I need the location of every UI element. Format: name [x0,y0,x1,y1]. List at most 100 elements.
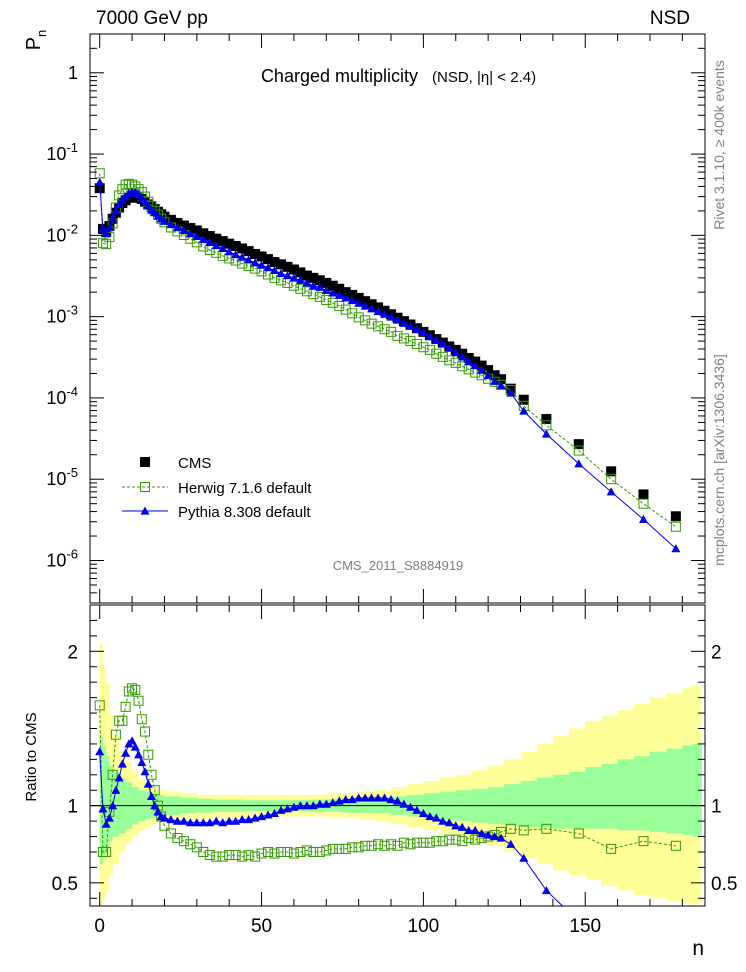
ratio-plot-panel: 0.5 0.5 1 1 2 2 0 50 100 150 Ratio to CMS n [23,604,737,960]
ratio-point-1-12 [134,750,144,759]
ratio-point-1-0 [95,747,105,756]
data-point-1-42 [301,286,312,297]
data-point-2-63 [438,339,448,348]
data-point-0-76 [573,439,584,450]
data-point-2-79 [671,544,681,553]
data-point-1-44 [314,291,325,302]
ratio-point-1-69 [477,828,487,838]
ratio-point-0-56 [392,840,403,851]
data-point-0-48 [340,287,351,298]
data-point-0-46 [327,280,338,291]
data-point-1-36 [263,269,274,280]
data-point-2-61 [425,331,435,341]
data-point-1-66 [457,361,468,372]
data-point-1-0 [94,168,105,179]
ratio-point-0-59 [411,837,422,848]
ratio-point-1-73 [506,839,516,848]
ratio-point-1-2 [101,819,111,828]
data-point-1-65 [450,357,461,368]
data-point-2-67 [464,357,474,366]
data-point-0-70 [483,365,494,376]
ratio-point-0-30 [224,850,235,861]
data-point-2-30 [224,247,234,256]
data-point-1-64 [444,355,455,366]
ratio-point-0-27 [204,850,215,861]
data-point-0-47 [334,283,345,294]
data-point-2-60 [418,327,428,336]
data-point-2-58 [405,321,415,330]
data-point-1-8 [120,179,131,190]
data-point-2-38 [276,268,286,278]
data-point-1-51 [360,315,371,326]
ratio-point-0-50 [353,842,364,853]
data-point-0-29 [217,236,228,247]
ratio-point-0-78 [638,836,649,847]
ratio-point-1-51 [360,793,370,802]
ratio-point-1-16 [147,791,156,801]
ratio-point-1-62 [431,813,441,822]
data-point-2-43 [308,281,318,290]
data-point-0-51 [360,296,371,307]
data-point-1-59 [411,339,422,350]
ratio-point-0-76 [573,828,584,839]
ratio-point-0-23 [178,836,189,847]
data-point-1-57 [398,333,409,344]
data-point-0-37 [269,257,280,268]
ratio-point-0-15 [143,749,154,760]
y-tick-label: 10-2 [46,221,78,245]
data-point-1-60 [418,342,429,353]
data-point-2-52 [367,304,377,313]
data-point-1-50 [353,312,364,323]
data-point-2-46 [328,288,338,297]
ratio-y-axis-label: Ratio to CMS [23,712,40,801]
ratio-point-1-28 [211,816,221,825]
ratio-point-1-79 [671,952,680,960]
data-point-2-76 [574,459,584,468]
data-point-0-41 [295,267,306,278]
data-point-2-49 [347,295,357,305]
x-tick-label: 100 [408,916,440,937]
data-point-1-78 [638,498,649,509]
mcplots-credit-label: mcplots.cern.ch [arXiv:1306.3436] [711,354,727,566]
ratio-point-0-63 [437,836,448,847]
data-point-2-22 [172,222,182,232]
ratio-point-0-40 [288,848,299,859]
ratio-point-0-14 [140,726,151,737]
data-point-0-34 [250,248,261,259]
x-tick-label: 150 [569,916,601,937]
data-point-1-79 [670,521,681,532]
data-point-2-78 [639,514,648,524]
data-point-0-49 [347,289,358,300]
data-point-1-41 [295,283,306,294]
data-point-2-31 [231,250,241,259]
data-point-0-25 [191,225,202,236]
data-point-2-69 [477,365,487,374]
data-point-0-79 [670,511,681,522]
analysis-tag: CMS_2011_S8884919 [333,558,464,573]
data-point-0-31 [230,240,241,251]
ratio-point-1-71 [490,832,500,841]
legend-label-0: CMS [178,455,211,472]
ratio-point-0-24 [185,839,196,850]
data-point-2-74 [519,406,529,415]
data-point-2-45 [321,285,331,295]
ratio-point-0-7 [117,715,128,726]
ratio-y-tick-label: 1 [67,797,78,818]
data-point-1-62 [431,348,442,359]
legend-marker-2 [140,506,150,515]
data-point-2-72 [496,381,506,390]
ratio-point-0-74 [518,825,529,836]
collision-label: 7000 GeV pp [96,8,208,29]
ratio-point-0-4 [107,769,118,780]
ratio-point-0-13 [136,714,147,725]
ratio-point-1-74 [519,853,529,862]
data-point-2-5 [111,206,121,215]
data-point-1-43 [308,289,319,300]
data-point-0-32 [237,243,248,254]
data-point-1-1 [97,238,108,249]
rivet-version-label: Rivet 3.1.10, ≥ 400k events [711,60,727,230]
data-point-0-28 [211,233,222,244]
data-point-2-53 [373,306,383,316]
y-tick-label: 1 [68,63,78,83]
ratio-point-1-56 [393,796,402,805]
